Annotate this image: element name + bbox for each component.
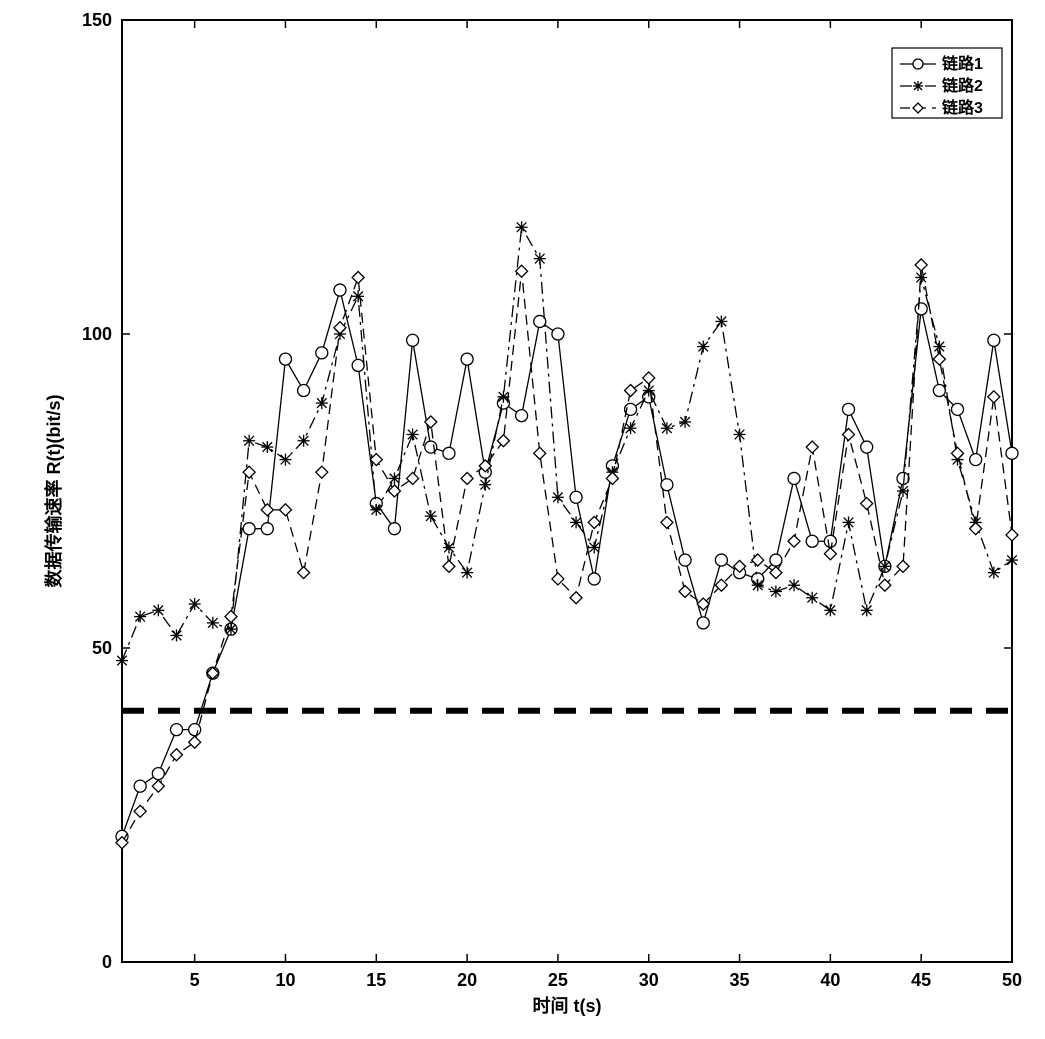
- y-tick-label: 150: [82, 10, 112, 30]
- x-tick-label: 35: [730, 970, 750, 990]
- legend-label: 链路1: [942, 54, 983, 73]
- y-tick-label: 0: [102, 952, 112, 972]
- x-tick-label: 5: [190, 970, 200, 990]
- series-链路2: [116, 221, 1018, 666]
- line-chart: 5 10 15 20 25 30 35 40 45 50 0 50 100 150 时间 t(s) 数据传输速…: [0, 0, 1045, 1039]
- legend-label: 链路3: [942, 98, 983, 117]
- y-tick-label: 100: [82, 324, 112, 344]
- x-tick-label: 50: [1002, 970, 1022, 990]
- x-tick-label: 10: [275, 970, 295, 990]
- series-链路1: [116, 284, 1018, 842]
- x-tick-label: 40: [820, 970, 840, 990]
- legend-label: 链路2: [942, 76, 983, 95]
- legend: 链路1 链路2 链路3: [892, 48, 1002, 118]
- x-tick-label: 45: [911, 970, 931, 990]
- x-tick-label: 20: [457, 970, 477, 990]
- y-axis-title: 数据传输速率 R(t)(bit/s): [43, 395, 64, 588]
- y-tick-label: 50: [92, 638, 112, 658]
- x-axis-title: 时间 t(s): [533, 996, 602, 1016]
- x-tick-label: 25: [548, 970, 568, 990]
- x-tick-label: 30: [639, 970, 659, 990]
- x-tick-label: 15: [366, 970, 386, 990]
- plot-border: [122, 20, 1012, 962]
